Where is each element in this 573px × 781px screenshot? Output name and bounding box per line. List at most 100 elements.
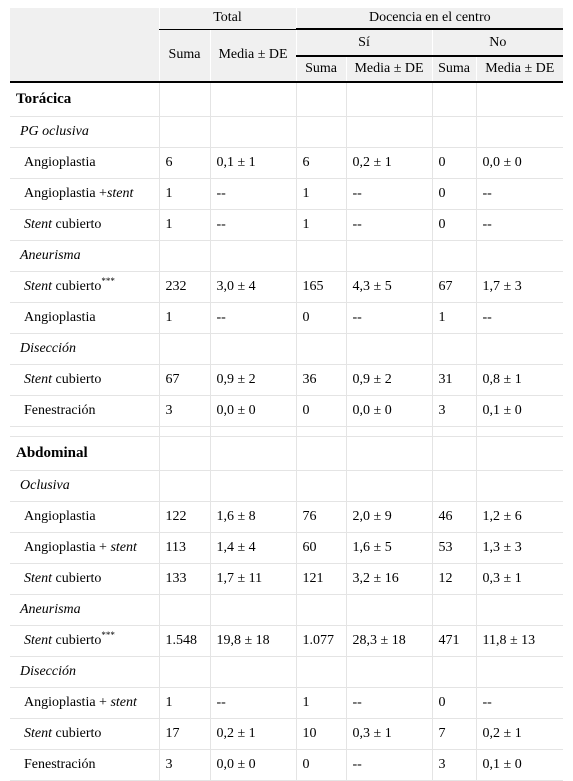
empty-cell — [476, 116, 564, 148]
row-label: Angioplastia +stent — [10, 178, 160, 210]
table-row: Fenestración 3 0,0 ± 0 0 -- 3 0,1 ± 0 — [10, 749, 564, 781]
empty-cell — [159, 656, 211, 688]
table-row: Stent cubierto*** 1.548 19,8 ± 18 1.077 28,3… — [10, 625, 564, 657]
cell-no-suma: 0 — [432, 209, 477, 241]
cell-total-suma: 1 — [159, 178, 211, 210]
row-label-italic: Stent — [24, 633, 52, 648]
header-docencia: Docencia en el centro — [295, 8, 564, 30]
empty-cell — [476, 470, 564, 502]
cell-no-media: 11,8 ± 13 — [476, 625, 564, 657]
cell-no-suma: 0 — [432, 687, 477, 719]
row-label: Angioplastia — [10, 302, 160, 334]
group-row: Aneurisma — [10, 594, 564, 626]
empty-cell — [210, 82, 297, 117]
cell-no-suma: 67 — [432, 271, 477, 303]
empty-cell — [210, 116, 297, 148]
table-row: Angioplastia 6 0,1 ± 1 6 0,2 ± 1 0 0,0 ± 0 — [10, 147, 564, 179]
group-row: Disección — [10, 656, 564, 688]
spacer-cell — [476, 426, 564, 437]
row-label-suffix: cubierto — [52, 279, 102, 294]
empty-cell — [296, 116, 347, 148]
empty-cell — [296, 594, 347, 626]
empty-cell — [159, 333, 211, 365]
cell-no-suma: 53 — [432, 532, 477, 564]
section-row: Abdominal — [10, 436, 564, 471]
empty-cell — [210, 470, 297, 502]
row-label-suffix: cubierto — [52, 217, 102, 232]
empty-cell — [346, 240, 433, 272]
spacer-cell — [159, 426, 211, 437]
cell-total-suma: 1 — [159, 687, 211, 719]
row-label-text: Angioplastia + — [24, 186, 107, 201]
empty-cell — [296, 436, 347, 471]
cell-total-media: -- — [210, 302, 297, 334]
empty-cell — [346, 333, 433, 365]
empty-cell — [432, 333, 477, 365]
cell-no-suma: 46 — [432, 501, 477, 533]
cell-total-suma: 232 — [159, 271, 211, 303]
table-row: Angioplastia + stent 1 -- 1 -- 0 -- — [10, 687, 564, 719]
cell-si-suma: 1 — [296, 687, 347, 719]
empty-cell — [210, 656, 297, 688]
table-row: Stent cubierto 17 0,2 ± 1 10 0,3 ± 1 7 0,2 ± 1 — [10, 718, 564, 750]
empty-cell — [296, 240, 347, 272]
empty-cell — [210, 240, 297, 272]
cell-si-media: 0,3 ± 1 — [346, 718, 433, 750]
row-label-suffix: cubierto — [52, 372, 102, 387]
cell-no-suma: 3 — [432, 749, 477, 781]
cell-si-media: -- — [346, 178, 433, 210]
empty-cell — [346, 82, 433, 117]
table-row: Stent cubierto 1 -- 1 -- 0 -- — [10, 209, 564, 241]
section-label: Torácica — [10, 82, 160, 117]
empty-cell — [346, 656, 433, 688]
empty-cell — [159, 82, 211, 117]
row-label-italic: Stent — [24, 726, 52, 741]
spacer-cell — [432, 426, 477, 437]
empty-cell — [296, 82, 347, 117]
cell-total-suma: 113 — [159, 532, 211, 564]
cell-total-suma: 3 — [159, 395, 211, 427]
cell-si-suma: 1.077 — [296, 625, 347, 657]
group-label: Aneurisma — [10, 240, 160, 272]
header-no-suma: Suma — [431, 56, 477, 83]
cell-si-media: 2,0 ± 9 — [346, 501, 433, 533]
row-label-suffix: cubierto — [52, 633, 102, 648]
cell-total-suma: 3 — [159, 749, 211, 781]
cell-si-suma: 0 — [296, 395, 347, 427]
empty-cell — [476, 333, 564, 365]
row-label-italic: stent — [110, 695, 137, 710]
cell-si-suma: 10 — [296, 718, 347, 750]
procedures-table: Total Docencia en el centro Suma Media ±… — [10, 8, 564, 781]
row-label-italic: Stent — [24, 372, 52, 387]
cell-total-media: 1,4 ± 4 — [210, 532, 297, 564]
row-label: Fenestración — [10, 749, 160, 781]
section-spacer — [10, 426, 564, 437]
empty-cell — [210, 594, 297, 626]
empty-cell — [476, 82, 564, 117]
header-si-media: Media ± DE — [345, 56, 433, 83]
row-label: Stent cubierto*** — [10, 271, 160, 303]
cell-si-media: 0,0 ± 0 — [346, 395, 433, 427]
header-si-suma: Suma — [295, 56, 347, 83]
row-label-suffix: cubierto — [52, 726, 102, 741]
table-header: Total Docencia en el centro Suma Media ±… — [10, 8, 564, 83]
group-row: PG oclusiva — [10, 116, 564, 148]
cell-no-media: 1,7 ± 3 — [476, 271, 564, 303]
empty-cell — [159, 436, 211, 471]
empty-cell — [432, 436, 477, 471]
cell-no-media: -- — [476, 209, 564, 241]
cell-total-media: 0,9 ± 2 — [210, 364, 297, 396]
cell-total-suma: 1.548 — [159, 625, 211, 657]
row-label-text: Angioplastia — [24, 155, 96, 170]
cell-total-media: 1,7 ± 11 — [210, 563, 297, 595]
empty-cell — [159, 594, 211, 626]
group-label: PG oclusiva — [10, 116, 160, 148]
empty-cell — [159, 116, 211, 148]
cell-no-media: -- — [476, 178, 564, 210]
empty-cell — [432, 594, 477, 626]
cell-no-suma: 471 — [432, 625, 477, 657]
section-label: Abdominal — [10, 436, 160, 471]
table-row: Fenestración 3 0,0 ± 0 0 0,0 ± 0 3 0,1 ± 0 — [10, 395, 564, 427]
table-row: Stent cubierto*** 232 3,0 ± 4 165 4,3 ± 5 67 1… — [10, 271, 564, 303]
